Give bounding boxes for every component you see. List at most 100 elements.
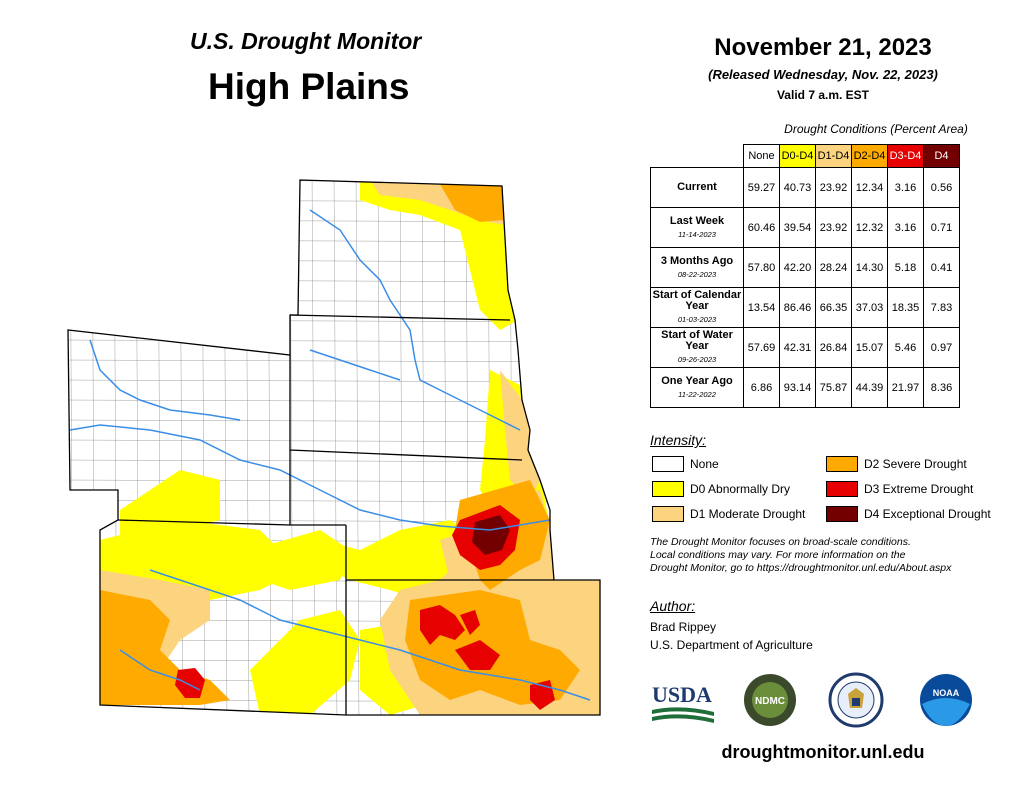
table-cell: 59.27 [743, 167, 780, 208]
row-label: 3 Months Ago 08-22-2023 [650, 247, 744, 288]
table-cell: 0.97 [923, 327, 960, 368]
table-cell: 12.32 [851, 207, 888, 248]
legend-item: D3 Extreme Drought [826, 481, 973, 497]
table-header-row: None D0-D4 D1-D4 D2-D4 D3-D4 D4 [651, 144, 960, 168]
usda-logo: USDA [652, 682, 714, 723]
legend-label: D4 Exceptional Drought [864, 507, 991, 521]
author-org: U.S. Department of Agriculture [650, 638, 813, 652]
table-cell: 3.16 [887, 207, 924, 248]
legend-label: D3 Extreme Drought [864, 482, 974, 496]
table-cell: 60.46 [743, 207, 780, 248]
state-borders [67, 179, 601, 716]
table-cell: 40.73 [779, 167, 816, 208]
table-cell: 42.20 [779, 247, 816, 288]
table-cell: 5.18 [887, 247, 924, 288]
author-name: Brad Rippey [650, 620, 717, 634]
table-cell: 3.16 [887, 167, 924, 208]
column-header: D1-D4 [815, 144, 852, 168]
table-cell: 57.69 [743, 327, 780, 368]
column-header: D4 [923, 144, 960, 168]
drought-map [67, 179, 601, 716]
legend-swatch [826, 456, 858, 472]
drought-conditions-table: None D0-D4 D1-D4 D2-D4 D3-D4 D4 Current 59.27 4… [650, 144, 960, 408]
legend-swatch [652, 456, 684, 472]
table-cell: 0.71 [923, 207, 960, 248]
legend-swatch [652, 481, 684, 497]
table-cell: 12.34 [851, 167, 888, 208]
legend-title: Intensity: [650, 432, 707, 448]
table-cell: 5.46 [887, 327, 924, 368]
table-row: Start of Calendar Year 01-03-2023 13.54 86.… [650, 287, 960, 328]
author-title: Author: [650, 598, 696, 614]
table-cell: 57.80 [743, 247, 780, 288]
legend-swatch [826, 481, 858, 497]
rivers [69, 209, 591, 701]
valid-time: Valid 7 a.m. EST [776, 88, 870, 102]
table-cell: 7.83 [923, 287, 960, 328]
usda-logo-text: USDA [652, 682, 712, 707]
table-row: Start of Water Year 09-26-2023 57.69 42.31 2… [650, 327, 960, 368]
row-label: One Year Ago 11-22-2022 [650, 367, 744, 408]
table-caption: Drought Conditions (Percent Area) [784, 122, 968, 136]
table-cell: 13.54 [743, 287, 780, 328]
table-row: 3 Months Ago 08-22-2023 57.80 42.20 28.24 14.… [650, 247, 960, 288]
table-cell: 42.31 [779, 327, 816, 368]
noaa-logo: NOAA [920, 674, 972, 726]
row-date: 08-22-2023 [677, 269, 717, 279]
column-header: D3-D4 [887, 144, 924, 168]
note-line: Drought Monitor, go to https://droughtmo… [650, 562, 952, 574]
table-cell: 44.39 [851, 367, 888, 408]
doc-seal-logo [828, 672, 884, 728]
map-date: November 21, 2023 [714, 34, 932, 61]
legend-label: D2 Severe Drought [864, 457, 967, 471]
row-label-text: Start of Water Year [661, 329, 733, 352]
table-cell: 75.87 [815, 367, 852, 408]
noaa-logo-text: NOAA [933, 688, 960, 698]
row-label-text: One Year Ago [661, 374, 733, 387]
table-cell: 15.07 [851, 327, 888, 368]
disclaimer-note: The Drought Monitor focuses on broad-sca… [650, 536, 1010, 575]
row-date: 01-03-2023 [677, 315, 717, 324]
table-cell: 93.14 [779, 367, 816, 408]
column-header: D0-D4 [779, 144, 816, 168]
table-cell: 14.30 [851, 247, 888, 288]
row-date: 09-26-2023 [677, 355, 717, 364]
table-cell: 23.92 [815, 207, 852, 248]
note-line: Local conditions may vary. For more info… [650, 549, 906, 561]
d4-areas [472, 515, 510, 555]
row-date: 11-22-2022 [678, 389, 716, 399]
website-link[interactable]: droughtmonitor.unl.edu [721, 742, 925, 762]
ndmc-logo-text: NDMC [755, 696, 785, 707]
legend-item: None [652, 456, 719, 472]
legend-item: D1 Moderate Drought [652, 506, 805, 522]
legend-label: None [690, 457, 719, 471]
table-cell: 23.92 [815, 167, 852, 208]
row-label-text: 3 Months Ago [660, 254, 734, 267]
table-cell: 21.97 [887, 367, 924, 408]
table-cell: 26.84 [815, 327, 852, 368]
legend-swatch [826, 506, 858, 522]
row-label: Last Week 11-14-2023 [650, 207, 744, 248]
row-label-text: Last Week [669, 214, 725, 227]
row-label: Current [650, 167, 744, 208]
table-row: Current 59.27 40.73 23.92 12.34 3.16 0.56 [650, 167, 960, 208]
legend-swatch [652, 506, 684, 522]
row-label-text: Current [677, 181, 717, 193]
note-line: The Drought Monitor focuses on broad-sca… [650, 536, 911, 548]
row-label: Start of Calendar Year 01-03-2023 [650, 287, 744, 328]
legend-label: D0 Abnormally Dry [690, 482, 791, 496]
region-title: High Plains [208, 66, 410, 107]
table-cell: 8.36 [923, 367, 960, 408]
table-cell: 6.86 [743, 367, 780, 408]
table-cell: 86.46 [779, 287, 816, 328]
legend-item: D4 Exceptional Drought [826, 506, 991, 522]
column-header: D2-D4 [851, 144, 888, 168]
row-date: 11-14-2023 [678, 229, 716, 239]
row-label: Start of Water Year 09-26-2023 [650, 327, 744, 368]
legend-item: D0 Abnormally Dry [652, 481, 790, 497]
table-cell: 0.41 [923, 247, 960, 288]
row-label-text: Start of Calendar Year [652, 289, 742, 312]
table-cell: 66.35 [815, 287, 852, 328]
ndmc-logo: NDMC [744, 674, 796, 726]
table-row: Last Week 11-14-2023 60.46 39.54 23.92 12.32 3… [650, 207, 960, 248]
